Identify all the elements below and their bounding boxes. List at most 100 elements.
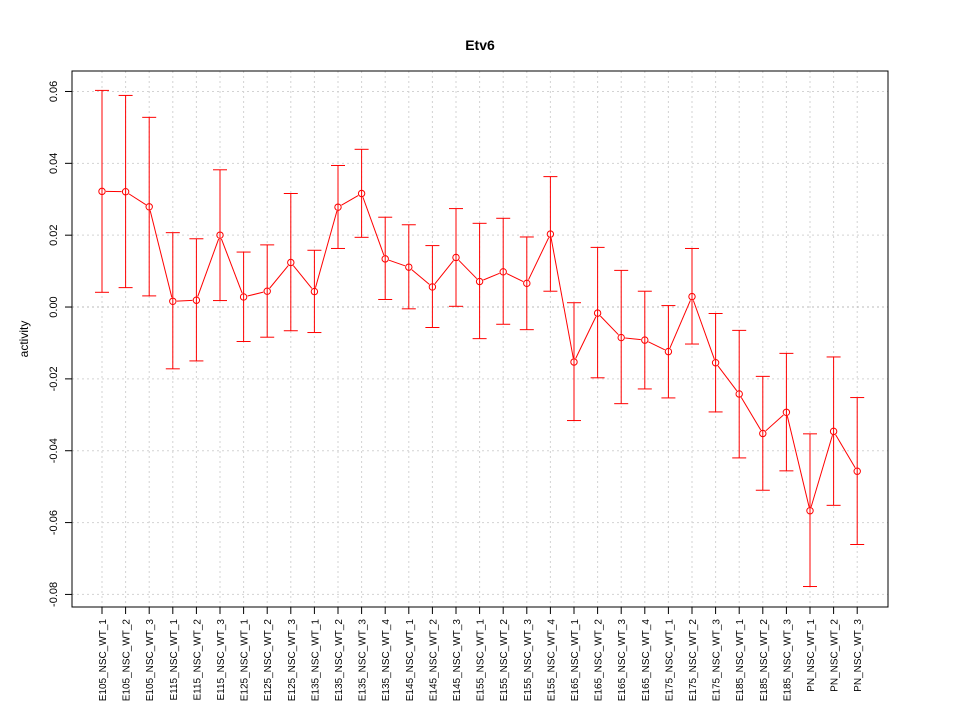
axis-layer: E105_NSC_WT_1 E105_NSC_WT_2 E105_NSC_WT_3 E… bbox=[48, 81, 864, 701]
series-line-segment bbox=[292, 265, 313, 289]
data-point bbox=[263, 287, 271, 295]
series-line-segment bbox=[341, 195, 359, 206]
x-tick-label: PN_NSC_WT_2 bbox=[830, 619, 841, 692]
x-tick-label: E145_NSC_WT_3 bbox=[452, 619, 463, 702]
data-point bbox=[829, 427, 838, 436]
x-tick-label: PN_NSC_WT_1 bbox=[806, 619, 817, 692]
series-line-segment bbox=[388, 259, 406, 267]
series-line-segment bbox=[625, 337, 641, 341]
x-tick-label: E185_NSC_WT_1 bbox=[735, 619, 746, 702]
series-line-segment bbox=[362, 197, 385, 256]
x-tick-label: E105_NSC_WT_3 bbox=[145, 619, 156, 702]
x-tick-label: E135_NSC_WT_3 bbox=[358, 619, 369, 702]
data-point bbox=[735, 390, 743, 398]
series-line-segment bbox=[786, 416, 810, 507]
series-line-segment bbox=[810, 435, 833, 508]
series-layer bbox=[95, 89, 865, 588]
series-line-segment bbox=[648, 341, 666, 351]
data-point bbox=[806, 507, 814, 515]
x-tick-label: E135_NSC_WT_4 bbox=[381, 619, 392, 702]
y-axis-label: activity bbox=[17, 321, 31, 358]
series-line-segment bbox=[483, 272, 500, 281]
data-point bbox=[334, 203, 342, 211]
data-point bbox=[121, 188, 130, 196]
x-tick-label: E155_NSC_WT_4 bbox=[546, 619, 557, 702]
series-line-segment bbox=[197, 238, 220, 297]
series-line-segment bbox=[149, 210, 173, 298]
data-point bbox=[499, 268, 507, 276]
series-line-segment bbox=[220, 238, 243, 294]
x-tick-label: E125_NSC_WT_3 bbox=[287, 619, 298, 702]
data-point bbox=[570, 358, 578, 366]
x-tick-label: E165_NSC_WT_3 bbox=[617, 619, 628, 702]
data-point bbox=[688, 292, 696, 301]
x-tick-label: E175_NSC_WT_1 bbox=[664, 619, 675, 702]
data-point bbox=[239, 293, 248, 301]
x-tick-label: E115_NSC_WT_3 bbox=[216, 619, 227, 701]
series-line-segment bbox=[575, 316, 597, 359]
data-point bbox=[357, 189, 366, 198]
data-point bbox=[711, 359, 720, 367]
x-tick-label: E105_NSC_WT_1 bbox=[98, 619, 109, 702]
series-line-segment bbox=[600, 315, 619, 336]
series-line-segment bbox=[247, 291, 264, 297]
x-tick-label: E165_NSC_WT_4 bbox=[641, 619, 652, 702]
series-line-segment bbox=[765, 414, 784, 432]
x-tick-label: E175_NSC_WT_3 bbox=[712, 619, 723, 702]
data-point bbox=[759, 429, 767, 438]
series-line-segment bbox=[128, 193, 147, 206]
x-tick-label: E145_NSC_WT_1 bbox=[405, 619, 416, 702]
data-point bbox=[593, 309, 602, 317]
x-tick-label: E185_NSC_WT_3 bbox=[782, 619, 793, 702]
series-line-segment bbox=[176, 299, 193, 302]
data-point bbox=[216, 231, 224, 239]
series-line-segment bbox=[434, 260, 454, 285]
plot-frame bbox=[71, 70, 889, 608]
x-tick-label: E135_NSC_WT_1 bbox=[310, 619, 321, 702]
y-tick-label: -0.02 bbox=[48, 366, 60, 391]
x-tick-label: E165_NSC_WT_1 bbox=[570, 619, 581, 702]
data-point bbox=[853, 467, 861, 475]
data-point bbox=[381, 255, 389, 263]
y-tick-label: -0.08 bbox=[48, 582, 60, 607]
x-tick-label: E105_NSC_WT_2 bbox=[122, 619, 133, 702]
y-tick-label: 0.02 bbox=[48, 224, 60, 245]
series-line-segment bbox=[717, 365, 738, 392]
series-line-segment bbox=[550, 237, 574, 359]
data-point bbox=[405, 263, 413, 271]
data-point bbox=[98, 187, 106, 196]
series-line-segment bbox=[506, 273, 524, 283]
series-line-segment bbox=[411, 269, 430, 285]
x-tick-label: E185_NSC_WT_2 bbox=[759, 619, 770, 702]
series-line-segment bbox=[458, 259, 478, 280]
x-tick-label: E125_NSC_WT_2 bbox=[263, 619, 274, 702]
series-line-segment bbox=[692, 300, 715, 360]
x-tick-label: E115_NSC_WT_2 bbox=[192, 619, 203, 701]
y-tick-label: -0.06 bbox=[48, 510, 60, 535]
data-point bbox=[782, 408, 791, 416]
series-line-segment bbox=[835, 434, 856, 469]
data-point bbox=[452, 253, 460, 262]
y-tick-label: -0.04 bbox=[48, 438, 60, 463]
series-line-segment bbox=[528, 237, 550, 280]
x-tick-label: PN_NSC_WT_3 bbox=[853, 619, 864, 692]
series-line-segment bbox=[269, 265, 289, 289]
x-tick-label: E115_NSC_WT_1 bbox=[169, 619, 180, 701]
data-point bbox=[287, 258, 295, 267]
data-point bbox=[475, 277, 484, 286]
x-tick-label: E155_NSC_WT_1 bbox=[476, 619, 487, 702]
y-tick-label: 0.06 bbox=[48, 81, 60, 102]
data-point bbox=[523, 279, 531, 288]
x-tick-label: E175_NSC_WT_2 bbox=[688, 619, 699, 702]
data-point bbox=[664, 347, 673, 356]
data-point bbox=[310, 287, 319, 296]
x-tick-label: E155_NSC_WT_2 bbox=[499, 619, 510, 702]
chart-title: Etv6 bbox=[465, 37, 495, 53]
x-tick-label: E145_NSC_WT_2 bbox=[428, 619, 439, 702]
x-tick-label: E165_NSC_WT_2 bbox=[594, 619, 605, 702]
y-tick-label: 0.00 bbox=[48, 296, 60, 317]
data-point bbox=[617, 333, 625, 342]
series-line-segment bbox=[669, 300, 691, 349]
data-point bbox=[169, 297, 177, 305]
